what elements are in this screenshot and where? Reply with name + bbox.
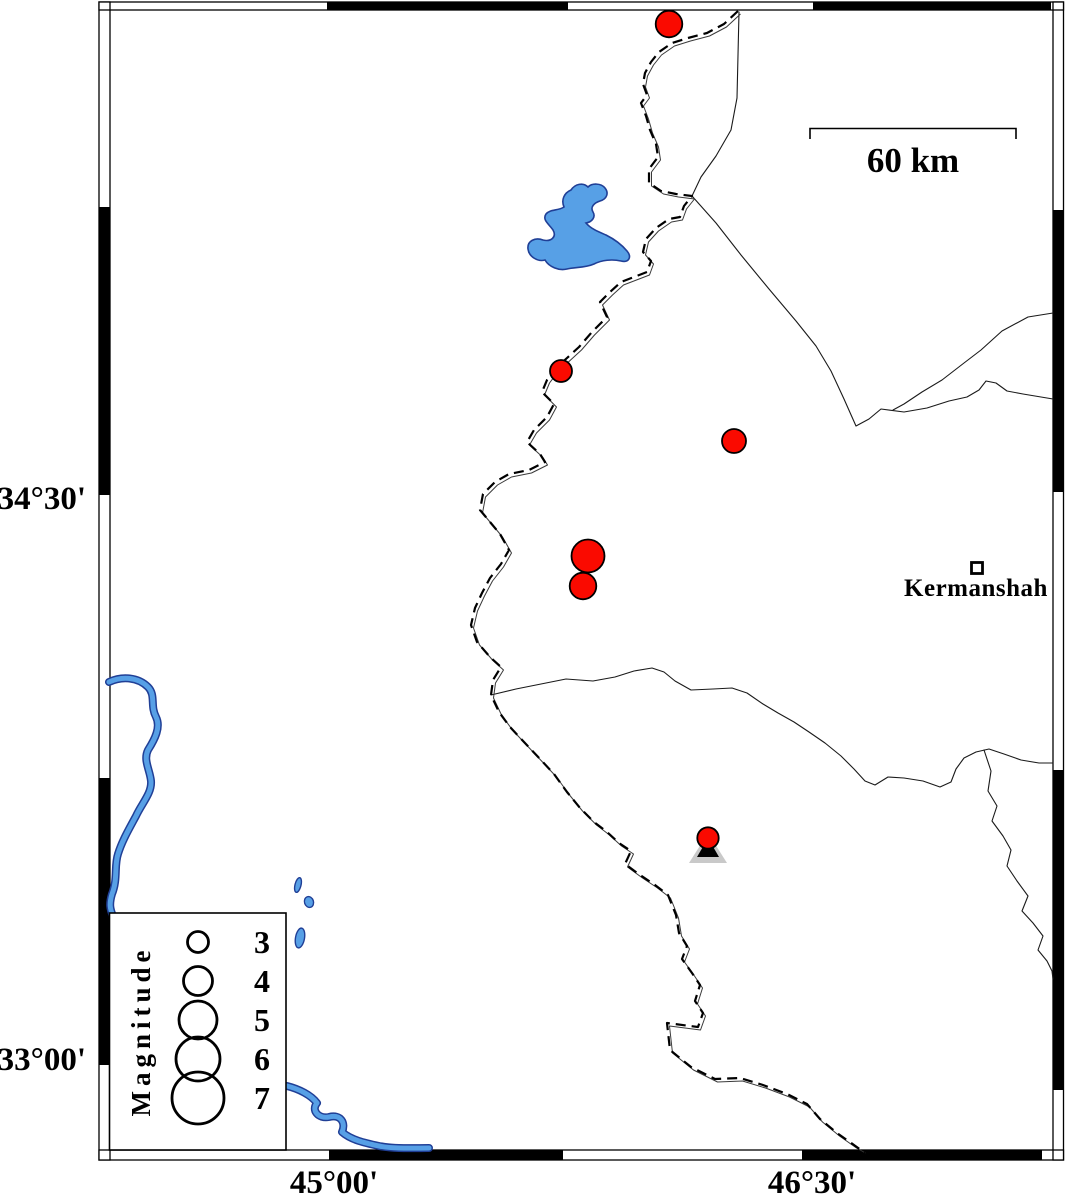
earthquake-epicenter [654, 9, 684, 39]
river-west [106, 675, 161, 919]
frame-tick [99, 207, 110, 495]
country-border-solid [473, 13, 866, 1154]
legend-title: Magnitude [126, 945, 156, 1116]
country-border [469, 10, 866, 1154]
legend-value-5: 5 [254, 1002, 270, 1038]
pond [294, 927, 306, 949]
frame-tick [327, 2, 568, 10]
border-line-northeast [691, 11, 1054, 427]
scale-bar-label: 60 km [867, 141, 959, 180]
water-features [105, 183, 631, 1153]
earthquake-epicenter [721, 428, 747, 454]
frame-tick [99, 778, 110, 1065]
map-frame [98, 1, 1065, 1161]
lon-label-46-30: 46°30' [768, 1165, 856, 1198]
border-line-east-spur [892, 312, 1054, 411]
legend-value-4: 4 [254, 963, 270, 999]
frame-corner [98, 1149, 111, 1161]
earthquake-markers [549, 9, 747, 850]
lake [527, 183, 631, 271]
city-kermanshah: Kermanshah [904, 561, 1048, 602]
river-south [284, 1083, 432, 1151]
frame-outer [98, 1, 1065, 1161]
legend-circle-mag-4 [182, 965, 214, 997]
city-square [970, 561, 984, 575]
frame-corner [1052, 1149, 1065, 1161]
province-borders [490, 11, 1054, 980]
earthquake-epicenter [549, 359, 573, 383]
frame-tick [813, 2, 1051, 10]
scale-bar: 60 km [809, 127, 1017, 180]
earthquake-epicenter [570, 538, 606, 574]
frame-corner [1052, 1, 1065, 11]
frame-tick [329, 1150, 563, 1160]
earthquake-epicenter [696, 826, 720, 850]
city-label: Kermanshah [904, 575, 1048, 602]
lat-label-33-00: 33°00' [0, 1042, 86, 1078]
legend-circle-mag-7 [170, 1070, 226, 1126]
country-border-dashed [469, 10, 866, 1154]
legend-circle-mag-3 [186, 930, 210, 954]
city-square-marker [970, 561, 984, 575]
legend-circle-mag-6 [174, 1035, 222, 1083]
legend-circle-mag-5 [177, 999, 219, 1041]
pond [293, 876, 303, 894]
frame-tick [1053, 770, 1064, 1090]
legend-value-3: 3 [254, 924, 270, 960]
scale-bar-bracket [809, 127, 1017, 139]
border-line-southeast [983, 749, 1054, 980]
legend-value-7: 7 [254, 1080, 270, 1116]
frame-corner [98, 1, 111, 11]
lon-label-45-00: 45°00' [290, 1165, 378, 1198]
graticule-labels: 34°30' 33°00' 45°00' 46°30' [0, 481, 856, 1198]
border-line-middle [490, 667, 1054, 788]
frame-tick [1053, 210, 1064, 492]
frame-inner [109, 9, 1054, 1151]
frame-tick [802, 1150, 1042, 1160]
legend-value-6: 6 [254, 1041, 270, 1077]
lat-label-34-30: 34°30' [0, 481, 86, 517]
pond [303, 895, 315, 909]
earthquake-epicenter [568, 571, 598, 601]
